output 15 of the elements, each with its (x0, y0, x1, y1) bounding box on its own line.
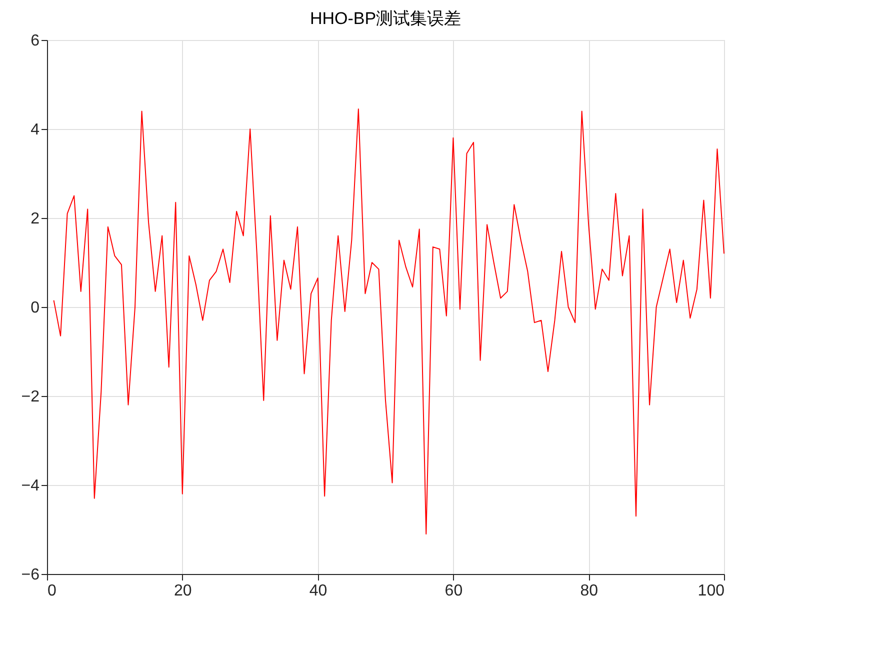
chart-title: HHO-BP测试集误差 (310, 9, 462, 28)
x-tick-label: 60 (444, 582, 463, 600)
line-series (53, 108, 724, 534)
x-tick-label: 100 (698, 582, 725, 600)
y-tick-label: −2 (21, 388, 40, 406)
x-tick-label: 20 (174, 582, 192, 600)
y-tick-label: −4 (21, 478, 40, 494)
y-tick-label: −6 (21, 566, 40, 584)
y-tick-label: 0 (30, 300, 40, 316)
x-tick-label: 0 (48, 582, 56, 600)
x-tick-label: 80 (580, 582, 598, 600)
x-tick-label: 40 (309, 582, 328, 600)
y-tick-label: 4 (30, 122, 40, 138)
y-tick-label: 2 (30, 210, 40, 228)
y-tick-label: 6 (30, 32, 40, 50)
